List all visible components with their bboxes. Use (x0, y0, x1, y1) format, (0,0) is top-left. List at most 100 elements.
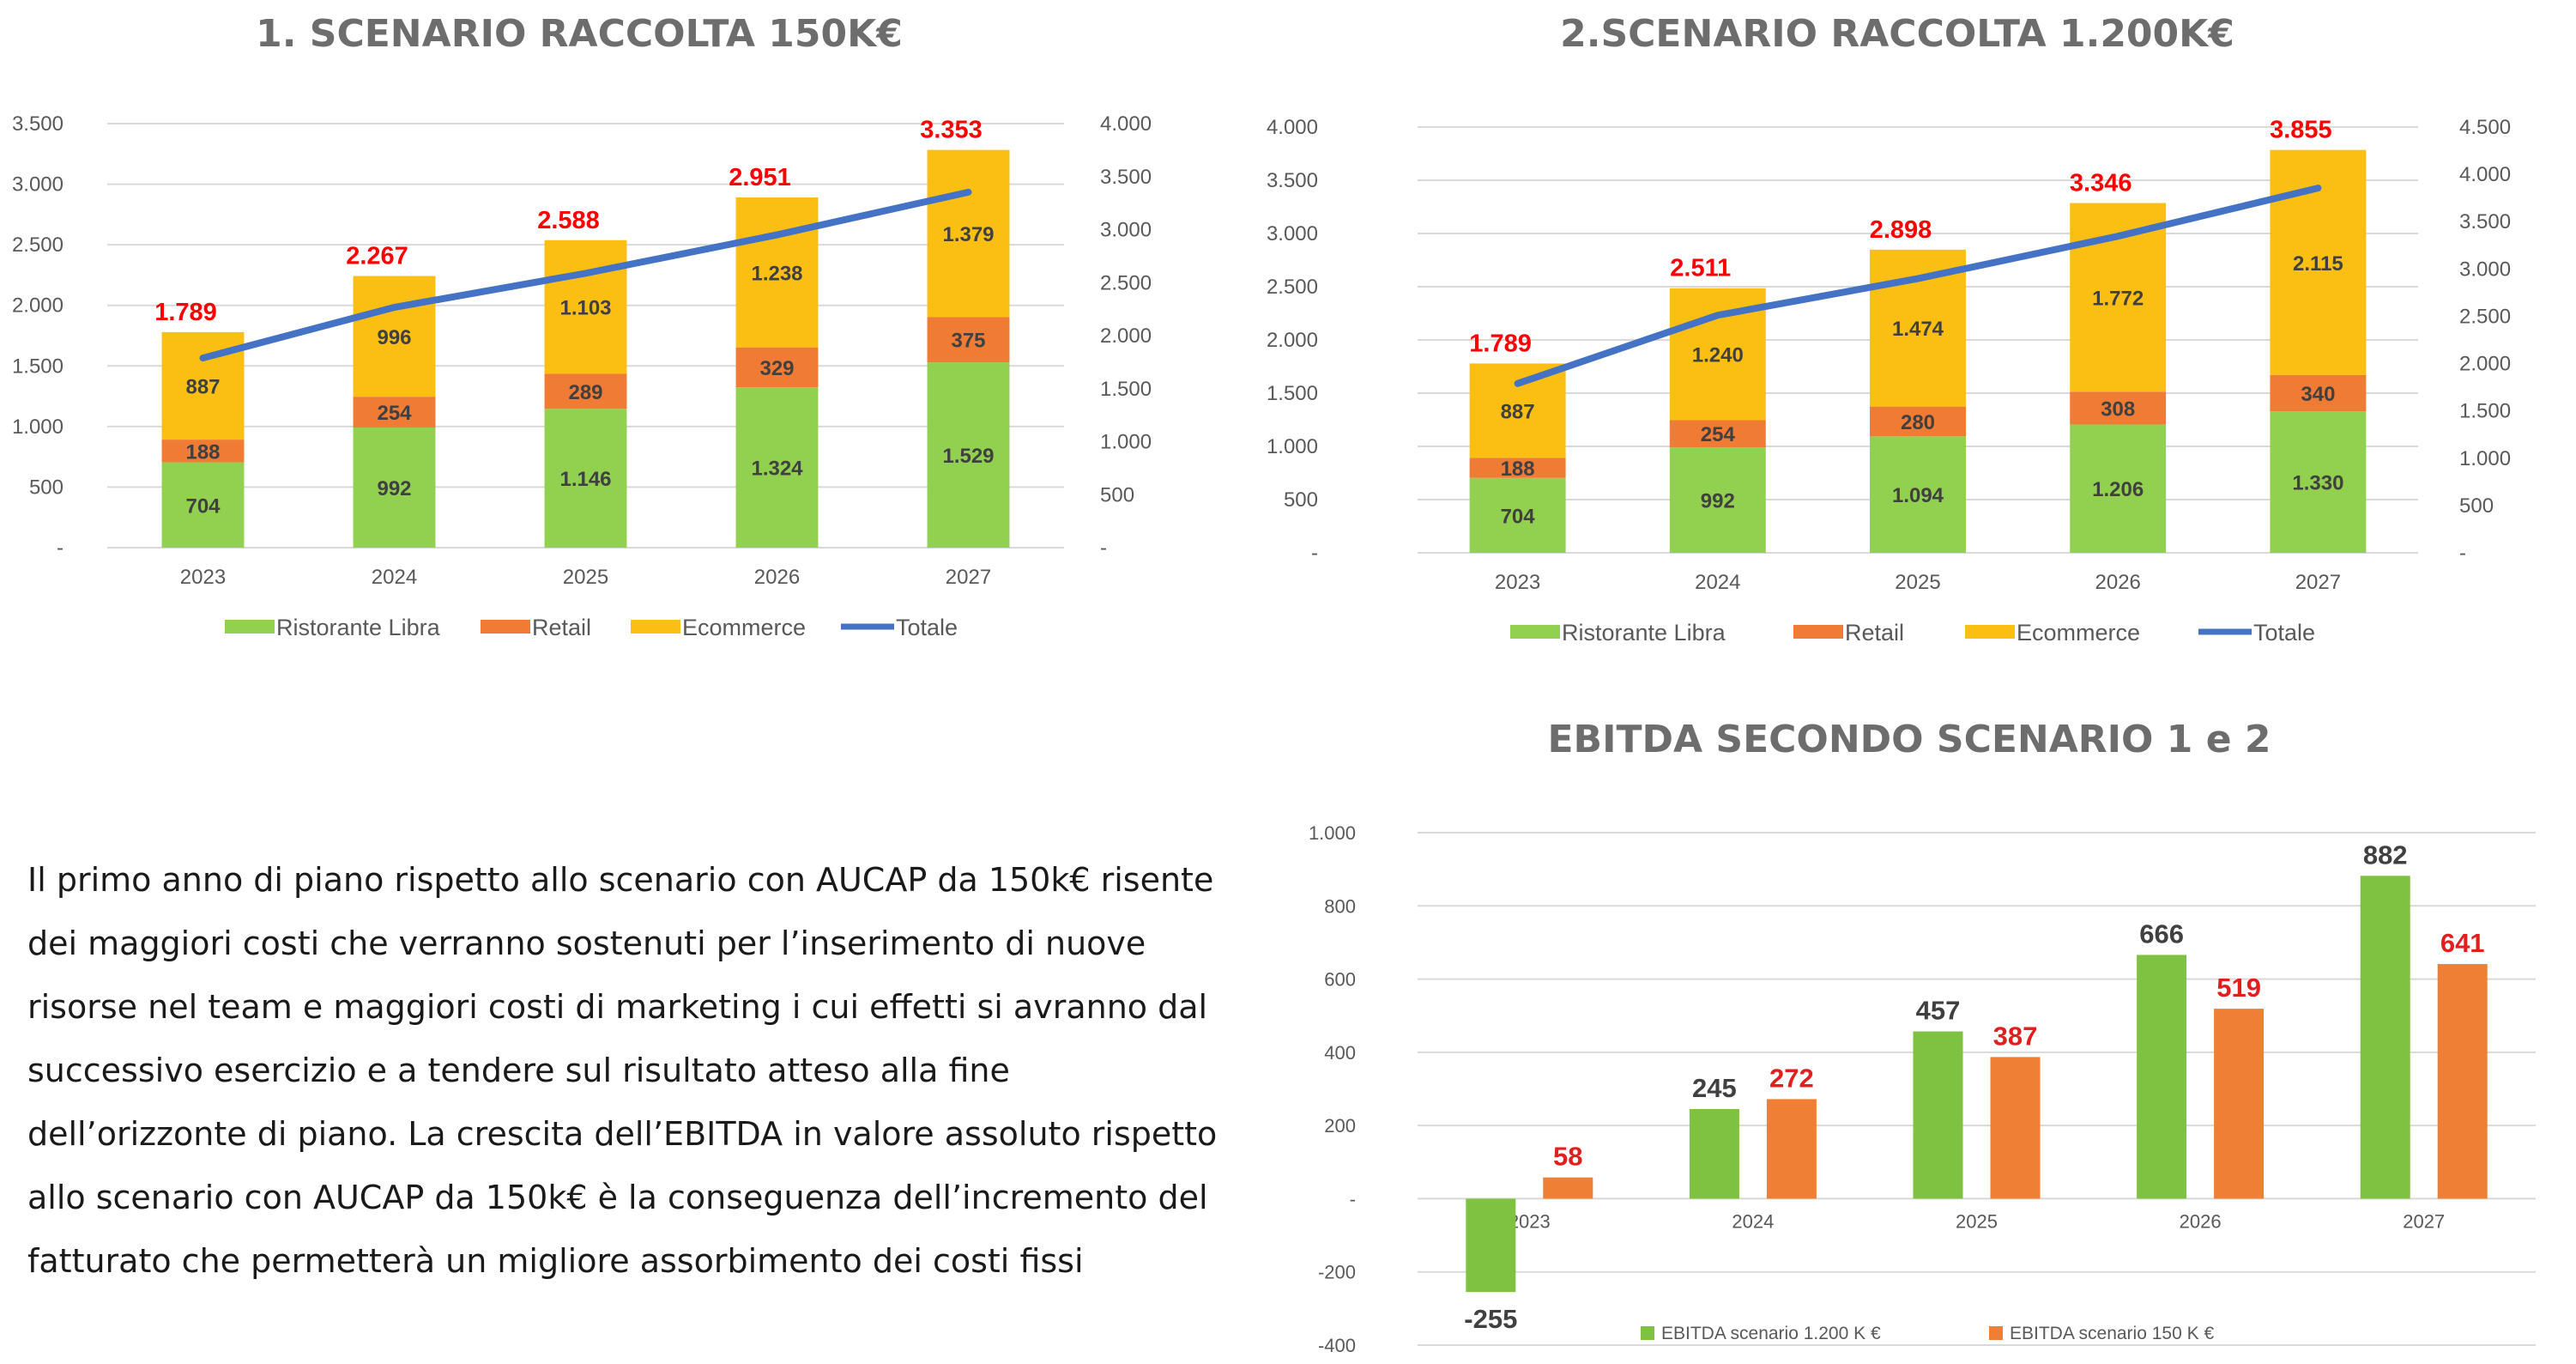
c3-ebitda-150-value: 272 (1769, 1063, 1814, 1093)
c2-ristorante-libra-bar (2070, 424, 2167, 553)
c3-ebitda-1200-bar (1466, 1198, 1516, 1293)
c3-legend-label: EBITDA scenario 1.200 K € (1661, 1324, 1881, 1343)
c2-ecommerce-value: 1.240 (1692, 344, 1744, 367)
c2-y-tick: 3.500 (1267, 169, 1318, 192)
c1-legend-swatch (631, 620, 680, 634)
c1-ecommerce-bar (735, 197, 819, 348)
c1-totale-value: 2.588 (537, 207, 600, 234)
c2-x-category: 2025 (1895, 571, 1940, 594)
c3-legend-label: EBITDA scenario 150 K € (2010, 1324, 2214, 1343)
c3-ebitda-150-bar (1543, 1177, 1593, 1199)
c1-ristorante-libra-value: 1.324 (751, 458, 803, 481)
c2-retail-value: 340 (2301, 383, 2335, 406)
c1-retail-value: 375 (951, 330, 985, 353)
c2-retail-value: 308 (2101, 397, 2135, 421)
c1-y2-tick: 3.000 (1100, 219, 1152, 242)
c2-x-category: 2026 (2095, 571, 2141, 594)
c1-ecommerce-bar (927, 149, 1010, 318)
c3-ebitda-1200-value: 882 (2363, 840, 2408, 870)
c1-ecommerce-value: 996 (377, 326, 411, 349)
c2-x-category: 2024 (1695, 571, 1740, 594)
c2-y2-tick: 3.500 (2459, 210, 2511, 233)
c2-totale-value: 1.789 (1469, 330, 1532, 357)
c2-y-tick: 4.000 (1267, 116, 1318, 139)
c1-legend-label: Retail (532, 615, 591, 640)
c2-totale-value: 3.346 (2070, 170, 2132, 197)
c1-ristorante-libra-value: 1.146 (559, 468, 611, 491)
c3-ebitda-150-value: 387 (1993, 1021, 2038, 1051)
c3-ebitda-150-bar (2437, 964, 2488, 1199)
c2-y-tick: 3.000 (1267, 222, 1318, 246)
c1-legend-swatch (481, 620, 530, 634)
c2-legend-label: Totale (2253, 620, 2315, 646)
chart2-title: 2.SCENARIO RACCOLTA 1.200K€ (1560, 12, 2234, 56)
c2-legend-swatch (1510, 625, 1560, 639)
c3-x-category: 2025 (1956, 1210, 1998, 1232)
c2-ristorante-libra-bar (1669, 446, 1766, 553)
c2-legend-swatch (1793, 625, 1843, 639)
c2-legend-label: Retail (1845, 620, 1904, 646)
c3-ebitda-1200-bar (1689, 1108, 1739, 1199)
c3-x-category: 2026 (2180, 1210, 2222, 1232)
c3-y-tick: - (1350, 1188, 1356, 1209)
c2-totale-line (1514, 185, 2322, 387)
c1-y2-tick: 3.500 (1100, 166, 1152, 189)
c3-y-tick: 400 (1324, 1042, 1356, 1064)
c1-y2-tick: - (1100, 537, 1107, 560)
c2-retail-bar (1669, 420, 1766, 447)
c2-retail-bar (2270, 374, 2367, 412)
c1-y2-tick: 1.000 (1100, 431, 1152, 454)
c2-ristorante-libra-value: 1.330 (2292, 472, 2343, 495)
c2-ristorante-libra-value: 1.206 (2092, 478, 2144, 501)
c1-legend-label: Ristorante Libra (276, 615, 441, 640)
c1-retail-bar (927, 317, 1010, 363)
c2-ristorante-libra-bar (1469, 477, 1566, 553)
c1-ecommerce-value: 1.238 (751, 262, 802, 285)
c3-ebitda-150-bar (1990, 1057, 2041, 1199)
c1-ristorante-libra-value: 1.529 (942, 445, 994, 468)
c2-ecommerce-value: 1.474 (1892, 318, 1944, 341)
c3-y-tick: 600 (1324, 969, 1356, 991)
c2-y-tick: - (1311, 542, 1318, 565)
c2-y2-tick: 1.500 (2459, 400, 2511, 423)
c1-ristorante-libra-bar (735, 387, 819, 548)
c2-ristorante-libra-value: 992 (1701, 489, 1735, 512)
c2-y2-tick: 2.000 (2459, 353, 2511, 376)
c1-ecommerce-value: 1.379 (942, 223, 994, 246)
c2-y2-tick: - (2459, 542, 2466, 565)
c1-y-tick: 2.500 (12, 233, 63, 257)
commentary-paragraph: Il primo anno di piano rispetto allo sce… (27, 861, 1218, 1280)
c1-retail-bar (161, 440, 245, 463)
c1-retail-bar (544, 373, 627, 409)
c2-ecommerce-bar (1469, 363, 1566, 458)
c3-x-category: 2024 (1732, 1210, 1774, 1232)
c1-y-tick: 2.000 (12, 294, 63, 318)
c1-x-category: 2027 (946, 566, 991, 589)
c3-ebitda-150-value: 58 (1553, 1142, 1582, 1172)
c1-totale-value: 2.267 (346, 243, 408, 270)
c2-y-tick: 500 (1284, 488, 1318, 512)
c2-ristorante-libra-value: 1.094 (1892, 484, 1944, 507)
c3-ebitda-1200-bar (2137, 955, 2187, 1199)
c2-totale-value: 2.898 (1870, 216, 1932, 244)
c3-legend-swatch (1989, 1326, 2003, 1340)
c2-legend-label: Ristorante Libra (1562, 620, 1726, 646)
c3-ebitda-150-value: 519 (2216, 973, 2261, 1003)
c1-y2-tick: 4.000 (1100, 112, 1152, 136)
c3-ebitda-150-value: 641 (2440, 928, 2485, 958)
c2-ecommerce-value: 2.115 (2293, 252, 2343, 276)
c2-totale-value: 2.511 (1670, 255, 1731, 282)
c1-legend-swatch (225, 620, 275, 634)
ebitda-chart: -400-200-2004006008001.0002023-255582024… (1309, 822, 2536, 1356)
c1-y-tick: 3.000 (12, 173, 63, 197)
c1-ecommerce-value: 887 (185, 376, 220, 399)
c2-totale-value: 3.855 (2270, 117, 2332, 144)
c1-x-category: 2026 (754, 566, 800, 589)
chart1-title: 1. SCENARIO RACCOLTA 150K€ (256, 12, 903, 56)
c2-x-category: 2027 (2295, 571, 2341, 594)
c2-y2-tick: 4.500 (2459, 116, 2511, 139)
c1-y-tick: 1.000 (12, 415, 63, 439)
c3-y-tick: -200 (1318, 1262, 1356, 1283)
c2-y-tick: 2.500 (1267, 276, 1318, 299)
c2-retail-bar (1870, 406, 1966, 437)
